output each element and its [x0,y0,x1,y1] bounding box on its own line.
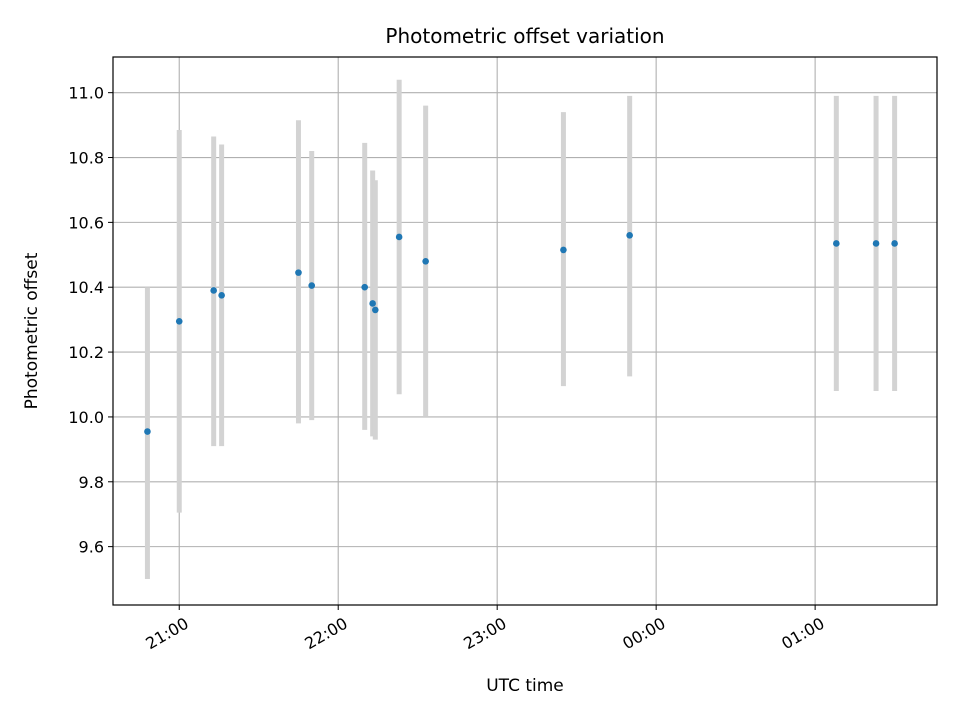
y-tick-label: 10.6 [68,213,104,232]
data-point [210,287,217,294]
data-point [218,292,225,299]
data-point [395,233,403,241]
data-point [308,282,316,289]
data-point [361,283,369,291]
data-point [560,246,567,254]
y-tick-label: 9.8 [79,473,104,492]
y-tick-label: 10.8 [68,149,104,168]
y-tick-label: 11.0 [68,84,104,103]
data-point [626,232,633,239]
data-points [144,232,898,435]
y-tick-label: 10.4 [68,278,104,297]
chart-title: Photometric offset variation [385,24,664,48]
data-point [891,240,898,247]
data-point [833,240,840,247]
y-axis-ticks: 9.6 9.8 10.0 10.2 10.4 10.6 10.8 11.0 [68,84,113,557]
data-point [422,257,429,265]
y-tick-label: 10.2 [68,343,104,362]
data-point [295,269,302,276]
data-point [872,240,880,247]
y-axis-label: Photometric offset [22,252,42,409]
plot-frame [112,56,938,606]
y-tick-label: 9.6 [79,538,104,557]
data-point [175,317,183,325]
y-tick-label: 10.0 [68,408,104,427]
data-point [372,306,379,314]
grid-lines [113,57,937,605]
x-axis-label: UTC time [486,676,564,696]
data-point [144,428,151,435]
data-point [369,300,376,307]
